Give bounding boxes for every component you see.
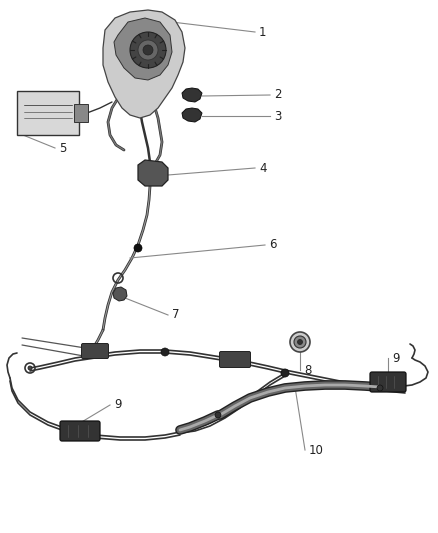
Polygon shape — [182, 88, 202, 102]
Text: 2: 2 — [274, 88, 282, 101]
Text: 9: 9 — [392, 351, 399, 365]
Circle shape — [281, 369, 289, 377]
Circle shape — [290, 332, 310, 352]
Polygon shape — [138, 160, 168, 186]
Text: 9: 9 — [114, 399, 121, 411]
Circle shape — [134, 244, 142, 252]
Text: 7: 7 — [172, 309, 180, 321]
Circle shape — [294, 336, 306, 348]
FancyBboxPatch shape — [17, 91, 79, 135]
FancyBboxPatch shape — [370, 372, 406, 392]
Text: 10: 10 — [309, 443, 324, 456]
FancyBboxPatch shape — [74, 104, 88, 122]
Circle shape — [28, 366, 32, 370]
Circle shape — [297, 340, 303, 344]
Polygon shape — [114, 18, 172, 80]
Circle shape — [215, 412, 221, 418]
Circle shape — [138, 40, 158, 60]
Text: 5: 5 — [59, 141, 67, 155]
Circle shape — [161, 348, 169, 356]
Text: 3: 3 — [274, 109, 281, 123]
Text: 6: 6 — [269, 238, 276, 252]
Polygon shape — [182, 108, 202, 122]
Circle shape — [143, 45, 153, 55]
Text: 4: 4 — [259, 161, 266, 174]
FancyBboxPatch shape — [81, 343, 109, 359]
Circle shape — [130, 32, 166, 68]
FancyBboxPatch shape — [219, 351, 251, 367]
Polygon shape — [113, 287, 127, 301]
FancyBboxPatch shape — [60, 421, 100, 441]
Text: 1: 1 — [259, 26, 266, 38]
Polygon shape — [103, 10, 185, 118]
Circle shape — [377, 385, 383, 391]
Text: 8: 8 — [304, 364, 311, 376]
